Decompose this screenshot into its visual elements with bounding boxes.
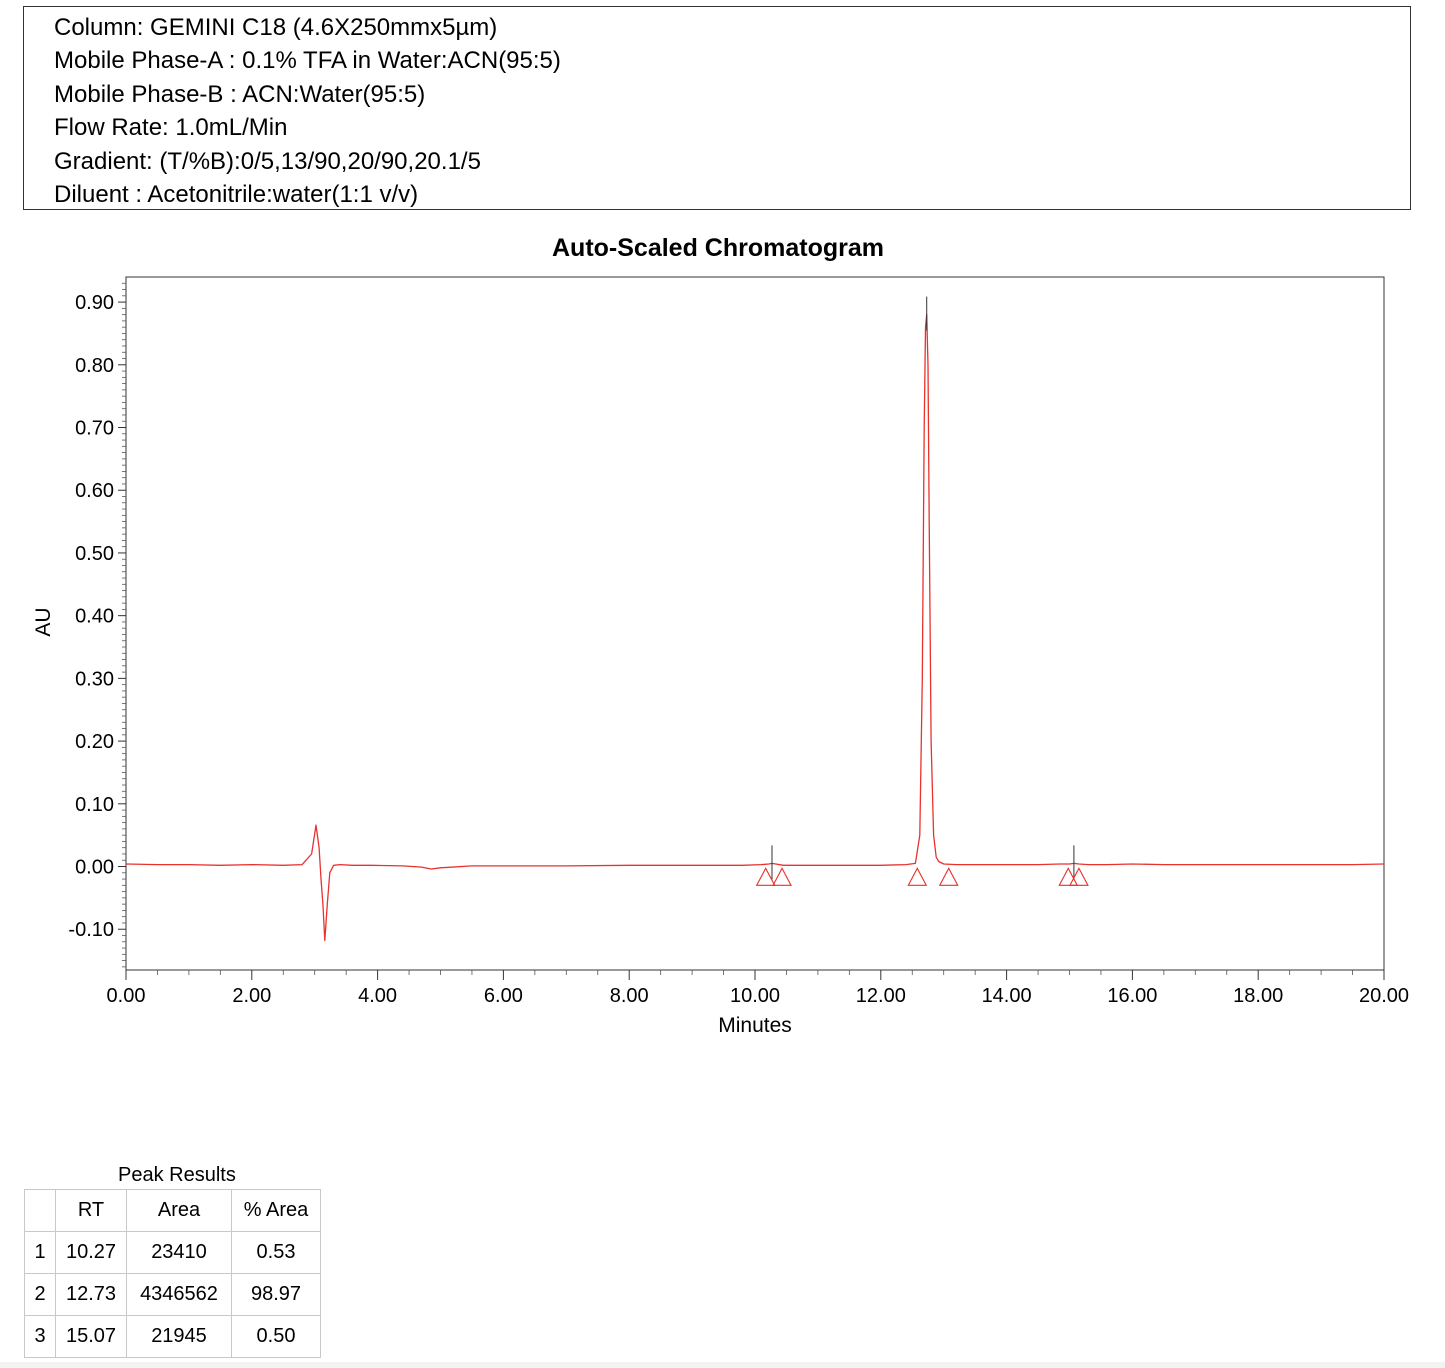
method-line-mobile-phase-a: Mobile Phase-A : 0.1% TFA in Water:ACN(9…: [54, 47, 561, 75]
row-rt: 12.73: [55, 1273, 127, 1316]
y-tick-label: 0.60: [75, 480, 114, 502]
x-axis: 0.00 2.00 4.00 6.00 8.00 10.00 12.00 14.00 16.00…: [107, 970, 1409, 1007]
chromatogram-series: [125, 313, 1385, 942]
integration-marker: [1058, 867, 1079, 886]
x-tick-label: 12.00: [856, 985, 906, 1007]
y-tick-label: 0.80: [75, 355, 114, 377]
x-axis-label: Minutes: [718, 1014, 792, 1037]
integration-marker: [772, 867, 792, 886]
x-tick-label: 20.00: [1359, 985, 1409, 1007]
row-rt: 15.07: [55, 1315, 127, 1358]
row-area: 4346562: [126, 1273, 232, 1316]
x-tick-label: 16.00: [1107, 985, 1157, 1007]
integration-markers: [755, 296, 1089, 886]
x-tick-label: 8.00: [610, 985, 649, 1007]
x-tick-label: 14.00: [982, 985, 1032, 1007]
chart-title: Auto-Scaled Chromatogram: [552, 234, 884, 262]
y-tick-label: 0.10: [75, 794, 114, 816]
header-rt: RT: [55, 1189, 127, 1232]
row-index: 2: [24, 1273, 56, 1316]
y-tick-label: 0.30: [75, 668, 114, 690]
table-row: 3 15.07 21945 0.50: [24, 1315, 321, 1358]
table-row: 1 10.27 23410 0.53: [24, 1231, 321, 1274]
x-tick-label: 10.00: [730, 985, 780, 1007]
chromatogram-trace: [125, 313, 1385, 942]
x-tick-label: 2.00: [232, 985, 271, 1007]
x-tick-label: 18.00: [1233, 985, 1283, 1007]
table-header-row: RT Area % Area: [24, 1189, 321, 1232]
row-pct-area: 98.97: [231, 1273, 321, 1316]
integration-marker: [907, 867, 928, 886]
row-area: 21945: [126, 1315, 232, 1358]
plot-area-frame: [125, 276, 1385, 971]
y-tick-label: 0.50: [75, 543, 114, 565]
row-pct-area: 0.50: [231, 1315, 321, 1358]
row-index: 3: [24, 1315, 56, 1358]
x-tick-label: 4.00: [358, 985, 397, 1007]
y-tick-label: 0.90: [75, 292, 114, 314]
y-tick-label: -0.10: [68, 919, 114, 941]
y-axis: -0.10 0.00 0.10 0.20 0.30 0.40 0.50 0.60 0.70 0.8…: [68, 282, 126, 968]
table-row: 2 12.73 4346562 98.97: [24, 1273, 321, 1316]
method-line-mobile-phase-b: Mobile Phase-B : ACN:Water(95:5): [54, 80, 426, 108]
row-index: 1: [24, 1231, 56, 1274]
method-line-gradient: Gradient: (T/%B):0/5,13/90,20/90,20.1/5: [54, 147, 481, 175]
method-line-column: Column: GEMINI C18 (4.6X250mmx5µm): [54, 14, 498, 41]
method-line-flow-rate: Flow Rate: 1.0mL/Min: [54, 114, 288, 142]
integration-marker: [938, 867, 959, 886]
row-rt: 10.27: [55, 1231, 127, 1274]
header-pct-area: % Area: [231, 1189, 321, 1232]
method-info-box: Column: GEMINI C18 (4.6X250mmx5µm) Mobil…: [23, 6, 1411, 210]
y-tick-label: 0.40: [75, 606, 114, 628]
y-tick-label: 0.70: [75, 418, 114, 440]
y-axis-label: AU: [32, 607, 55, 636]
integration-marker: [1069, 867, 1089, 886]
header-index: [24, 1189, 56, 1232]
y-tick-label: 0.00: [75, 857, 114, 879]
x-tick-label: 0.00: [107, 985, 146, 1007]
chromatogram-chart: Auto-Scaled Chromatogram -0.10 0.00 0.10 0.…: [32, 234, 1409, 1037]
method-line-diluent: Diluent : Acetonitrile:water(1:1 v/v): [54, 181, 419, 209]
page-bottom-strip: [0, 1362, 1445, 1368]
peak-results-table: RT Area % Area 1 10.27 23410 0.53 2 12.7…: [24, 1189, 321, 1358]
row-area: 23410: [126, 1231, 232, 1274]
peak-results-caption: Peak Results: [118, 1164, 236, 1186]
row-pct-area: 0.53: [231, 1231, 321, 1274]
x-tick-label: 6.00: [484, 985, 523, 1007]
y-tick-label: 0.20: [75, 731, 114, 753]
integration-marker: [755, 867, 776, 886]
header-area: Area: [126, 1189, 232, 1232]
